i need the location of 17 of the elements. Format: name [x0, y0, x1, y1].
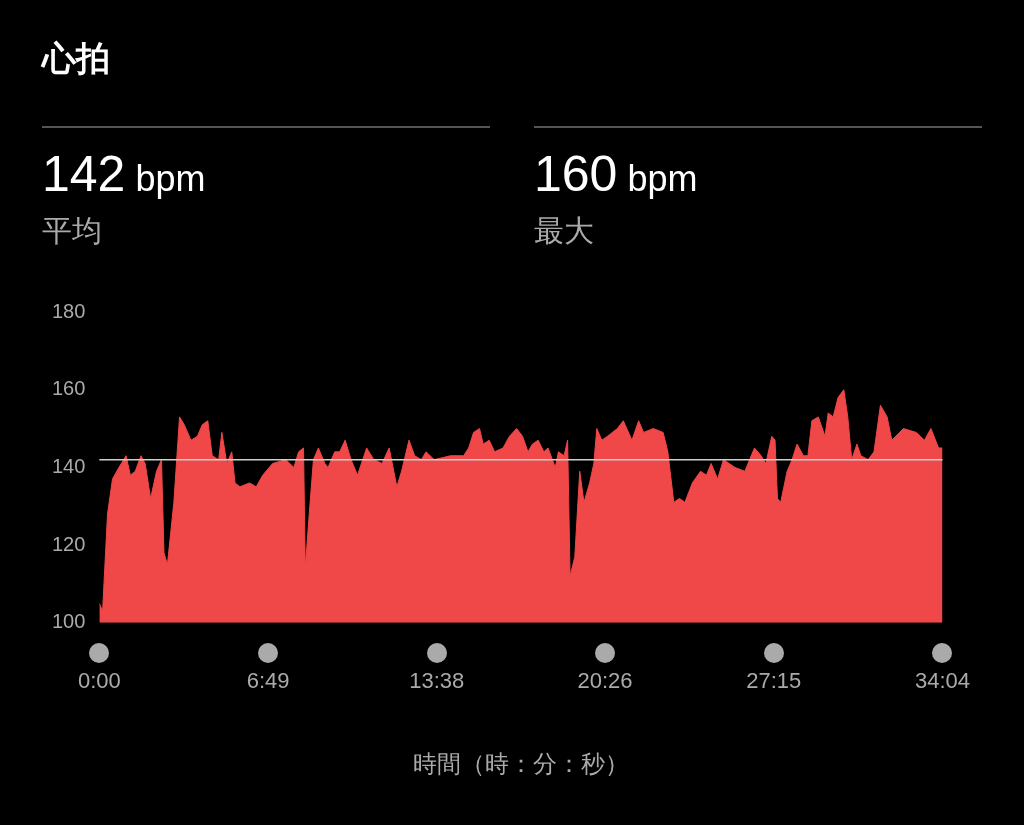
x-tick-label: 27:15 [746, 668, 802, 694]
text: 平均 [42, 213, 103, 249]
x-tick-label: 34:04 [914, 668, 970, 694]
text: 142 bpm [42, 146, 206, 202]
y-tick-label: 120 [51, 532, 86, 555]
chart-title: 心拍 [42, 38, 111, 79]
y-tick-label: 100 [51, 610, 86, 633]
y-tick-label: 180 [51, 299, 86, 322]
y-tick-label: 160 [51, 377, 86, 400]
x-tick-label: 20:26 [577, 668, 633, 694]
x-tick-label: 6:49 [246, 668, 290, 694]
x-tick-label: 0:00 [77, 668, 121, 694]
text: 最大 [534, 213, 595, 249]
x-axis-title: 時間（時：分：秒） [412, 750, 629, 778]
text: 160 bpm [534, 146, 698, 202]
x-tick-label: 13:38 [409, 668, 465, 694]
y-tick-label: 140 [51, 454, 86, 477]
